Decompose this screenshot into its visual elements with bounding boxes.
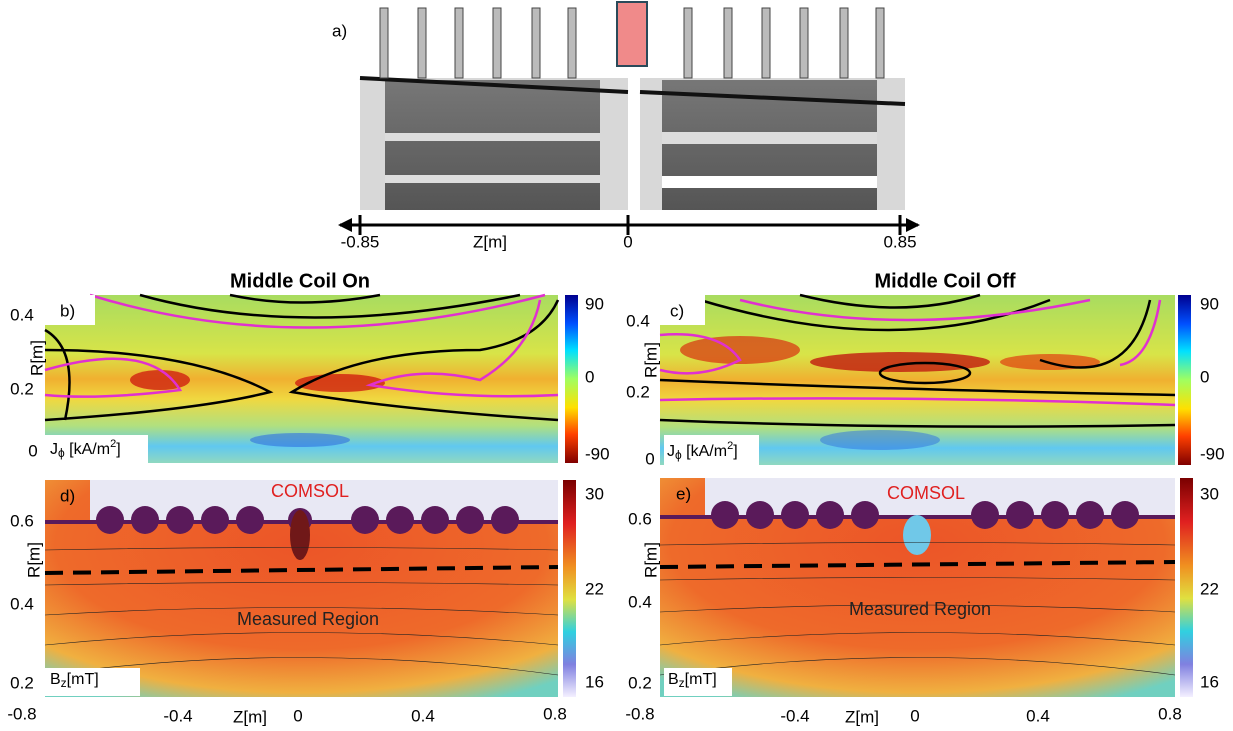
y-tick: 0.2	[10, 673, 34, 692]
label-part: 2	[727, 440, 733, 452]
label-part: B	[50, 671, 61, 688]
field-map	[44, 480, 559, 697]
axis-tick: -0.85	[341, 232, 380, 251]
colorbar-tick: -90	[1200, 444, 1225, 463]
y-label: R[m]	[24, 542, 43, 578]
x-tick: 0	[910, 706, 919, 725]
label-part: [mT]	[67, 671, 99, 688]
label-part: z	[679, 676, 685, 690]
y-tick: 0.4	[626, 311, 650, 330]
colorbar-tick: 22	[1200, 579, 1219, 598]
y-label: R[m]	[641, 542, 660, 578]
y-tick: 0	[645, 449, 654, 468]
label-part: 2	[110, 438, 116, 450]
y-tick: 0.6	[10, 511, 34, 530]
colorbar-tick: 30	[585, 484, 604, 503]
colorbar-label: Jϕ [kA/m2]	[50, 438, 121, 460]
colorbar	[565, 295, 578, 463]
colorbar-tick: 0	[585, 367, 594, 386]
apparatus	[338, 1, 920, 235]
label-part: ϕ	[675, 448, 682, 462]
colorbar-tick: -90	[585, 444, 610, 463]
y-label: R[m]	[641, 342, 660, 378]
colorbar-label: Jϕ [kA/m2]	[667, 440, 738, 462]
colorbar-tick: 16	[585, 672, 604, 691]
panel-title: Middle Coil On	[230, 270, 370, 292]
x-tick: 0	[293, 706, 302, 725]
colorbar	[1180, 478, 1193, 697]
y-tick: 0.6	[628, 509, 652, 528]
colorbar	[1178, 295, 1191, 465]
region-label: Measured Region	[849, 599, 991, 619]
panel-label: d)	[60, 486, 75, 505]
annotation: COMSOL	[887, 483, 965, 503]
axis-label: Z[m]	[473, 232, 507, 251]
label-part: ϕ	[58, 446, 65, 460]
colorbar-tick: 90	[585, 294, 604, 313]
x-tick: -0.4	[780, 706, 809, 725]
x-tick: -0.4	[163, 706, 192, 725]
y-label: R[m]	[27, 340, 46, 376]
x-tick: -0.8	[625, 704, 654, 723]
label-part: J	[50, 441, 58, 458]
region-label: Measured Region	[237, 609, 379, 629]
panel-label: b)	[60, 301, 75, 320]
colorbar-tick: 90	[1200, 294, 1219, 313]
label-part: z	[61, 676, 67, 690]
panel-label: c)	[670, 301, 684, 320]
colorbar-tick: 16	[1200, 672, 1219, 691]
colorbar	[563, 480, 576, 697]
x-label: Z[m]	[233, 707, 267, 726]
x-tick: 0.4	[411, 706, 435, 725]
y-tick: 0.2	[626, 382, 650, 401]
label-part: J	[667, 443, 675, 460]
colorbar-label: Bz[mT]	[668, 671, 717, 690]
label-part: [kA/m	[682, 443, 727, 460]
colorbar-label: Bz[mT]	[50, 671, 99, 690]
colorbar-tick: 0	[1200, 367, 1209, 386]
label-part: B	[668, 671, 679, 688]
y-tick: 0.2	[10, 379, 34, 398]
x-tick: -0.8	[7, 704, 36, 723]
label-part: [mT]	[685, 671, 717, 688]
y-tick: 0.4	[628, 592, 652, 611]
field-map	[659, 478, 1176, 697]
y-tick: 0.4	[10, 594, 34, 613]
x-label: Z[m]	[845, 707, 879, 726]
y-tick: 0.4	[10, 305, 34, 324]
axis-tick: 0	[623, 232, 632, 251]
y-tick: 0.2	[628, 673, 652, 692]
panel-title: Middle Coil Off	[874, 270, 1015, 292]
x-tick: 0.8	[543, 704, 567, 723]
x-tick: 0.4	[1026, 706, 1050, 725]
label-part: ]	[116, 441, 120, 458]
label-part: ]	[733, 443, 737, 460]
x-tick: 0.8	[1158, 704, 1182, 723]
panel-label: e)	[676, 484, 691, 503]
annotation: COMSOL	[271, 481, 349, 501]
colorbar-tick: 30	[1200, 484, 1219, 503]
label-part: [kA/m	[65, 441, 110, 458]
panel-label: a)	[332, 21, 347, 40]
axis-tick: 0.85	[883, 232, 916, 251]
colorbar-tick: 22	[585, 579, 604, 598]
y-tick: 0	[28, 441, 37, 460]
